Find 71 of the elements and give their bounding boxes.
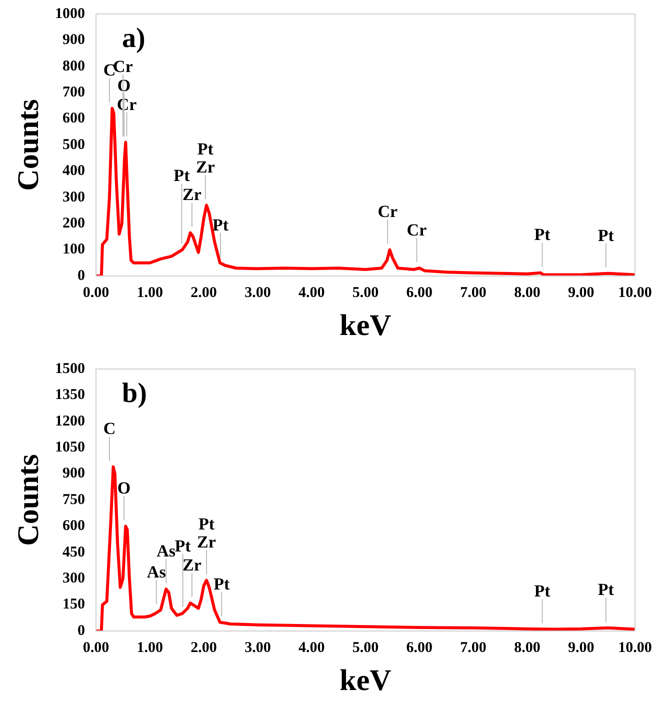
ref-line-label: Cr <box>113 56 134 76</box>
x-axis-title: keV <box>340 664 392 697</box>
y-tick-label: 500 <box>62 136 85 153</box>
ref-line-label: Cr <box>406 220 428 240</box>
x-tick-label: 6.00 <box>406 640 433 656</box>
ref-line-label: O <box>117 76 131 95</box>
x-tick-label: 0.00 <box>82 640 110 656</box>
x-tick-label: 10.00 <box>618 640 652 656</box>
y-axis-title: Counts <box>12 99 45 191</box>
ref-line-label: Pt <box>174 166 190 186</box>
ref-line-label: Pt <box>534 581 551 600</box>
ref-line-label: Cr <box>116 94 138 114</box>
y-tick-label: 700 <box>62 84 85 100</box>
ref-line-label: Pt <box>214 574 230 594</box>
ref-line-label: Pt <box>174 536 192 556</box>
y-tick-label: 1200 <box>55 413 85 430</box>
x-tick-label: 3.00 <box>244 640 271 656</box>
ref-line-label: Pt <box>534 225 551 244</box>
x-tick-label: 8.00 <box>514 284 540 301</box>
x-tick-label: 6.00 <box>406 284 433 301</box>
ref-line-label: Zr <box>182 555 202 574</box>
y-tick-label: 0 <box>78 622 85 639</box>
y-tick-label: 750 <box>62 492 85 508</box>
x-tick-label: 7.00 <box>460 284 486 301</box>
x-tick-label: 3.00 <box>244 284 271 301</box>
ref-line-label: Pt <box>598 226 614 245</box>
y-tick-label: 1000 <box>55 6 85 22</box>
x-tick-label: 4.00 <box>298 640 325 656</box>
y-tick-label: 0 <box>78 268 85 284</box>
ref-line-label: Pt Zr <box>196 140 216 177</box>
y-tick-label: 800 <box>62 58 85 74</box>
ref-line-label: O <box>117 478 131 498</box>
y-tick-label: 150 <box>62 596 85 613</box>
chart-title: a) <box>122 23 146 54</box>
y-tick-label: 600 <box>62 518 85 534</box>
y-tick-label: 900 <box>62 32 85 48</box>
y-tick-label: 600 <box>62 110 85 127</box>
x-tick-label: 10.00 <box>618 284 652 301</box>
ref-line-label: As <box>156 541 176 560</box>
y-tick-label: 450 <box>62 544 85 560</box>
x-tick-label: 2.00 <box>190 284 217 301</box>
ref-line-label: Cr <box>378 202 398 222</box>
ref-line-label: C <box>103 419 116 438</box>
y-tick-label: 300 <box>62 570 85 586</box>
chart-title: b) <box>122 378 147 410</box>
y-tick-label: 1350 <box>55 387 85 404</box>
ref-line-label: Zr <box>182 185 202 204</box>
x-axis-title: keV <box>340 308 392 342</box>
y-tick-label: 900 <box>62 466 85 482</box>
y-tick-label: 200 <box>62 215 85 232</box>
x-tick-label: 1.00 <box>136 284 164 301</box>
y-tick-label: 400 <box>62 163 85 180</box>
x-tick-label: 0.00 <box>82 284 110 301</box>
x-tick-label: 4.00 <box>298 284 325 301</box>
y-axis-title: Counts <box>12 454 45 546</box>
ref-line-label: Pt <box>598 580 614 600</box>
y-tick-label: 100 <box>62 242 85 258</box>
x-tick-label: 9.00 <box>568 284 594 301</box>
y-tick-label: 300 <box>62 189 85 206</box>
x-tick-label: 5.00 <box>352 284 379 301</box>
x-tick-label: 5.00 <box>352 640 379 656</box>
x-tick-label: 1.00 <box>136 640 164 656</box>
ref-line-label: Pt <box>212 215 229 234</box>
x-tick-label: 2.00 <box>190 640 217 656</box>
x-tick-label: 7.00 <box>460 640 486 656</box>
y-tick-label: 1050 <box>55 439 85 456</box>
y-tick-label: 1500 <box>55 360 85 377</box>
x-tick-label: 8.00 <box>514 640 540 656</box>
ref-line-label: Pt Zr <box>197 514 216 552</box>
ref-line-label: As <box>146 562 166 582</box>
x-tick-label: 9.00 <box>568 640 594 656</box>
